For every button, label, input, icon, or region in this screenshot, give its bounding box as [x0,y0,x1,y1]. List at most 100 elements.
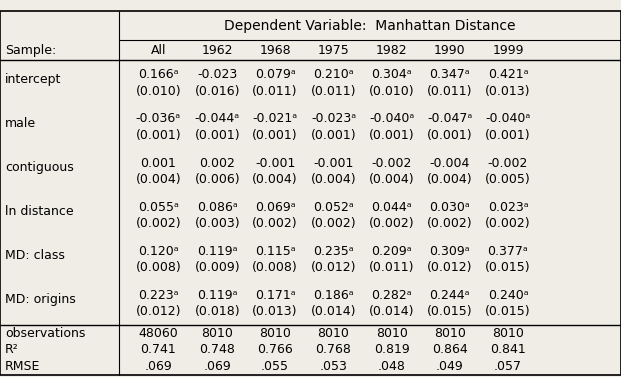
Text: 0.347ᵃ: 0.347ᵃ [429,68,470,81]
Text: R²: R² [5,343,19,356]
Text: 0.052ᵃ: 0.052ᵃ [313,201,354,214]
Text: -0.001: -0.001 [255,156,296,170]
Text: -0.040ᵃ: -0.040ᵃ [486,112,530,126]
Text: .057: .057 [494,360,522,373]
Text: (0.003): (0.003) [194,217,240,230]
Text: 0.377ᵃ: 0.377ᵃ [487,245,528,258]
Text: (0.001): (0.001) [194,129,240,142]
Text: 0.768: 0.768 [315,343,351,356]
Text: 0.119ᵃ: 0.119ᵃ [197,245,238,258]
Text: (0.009): (0.009) [194,261,240,274]
Text: 0.166ᵃ: 0.166ᵃ [138,68,179,81]
Text: 0.086ᵃ: 0.086ᵃ [197,201,238,214]
Text: 0.069ᵃ: 0.069ᵃ [255,201,296,214]
Text: (0.006): (0.006) [194,173,240,186]
Text: Sample:: Sample: [5,44,57,57]
Text: 1975: 1975 [317,44,350,57]
Text: 0.309ᵃ: 0.309ᵃ [429,245,470,258]
Text: (0.011): (0.011) [427,85,473,98]
Text: (0.013): (0.013) [252,305,298,318]
Text: 0.079ᵃ: 0.079ᵃ [255,68,296,81]
Text: 0.282ᵃ: 0.282ᵃ [371,289,412,302]
Text: (0.015): (0.015) [427,305,473,318]
Text: -0.002: -0.002 [371,156,412,170]
Text: 0.186ᵃ: 0.186ᵃ [313,289,354,302]
Text: (0.001): (0.001) [369,129,415,142]
Text: contiguous: contiguous [5,161,74,174]
Text: (0.002): (0.002) [310,217,356,230]
Text: (0.002): (0.002) [485,217,531,230]
Text: 0.864: 0.864 [432,343,468,356]
Text: 0.030ᵃ: 0.030ᵃ [429,201,470,214]
Text: 1982: 1982 [376,44,407,57]
Text: (0.010): (0.010) [135,85,181,98]
Text: 8010: 8010 [376,327,408,340]
Text: (0.005): (0.005) [485,173,531,186]
Text: 0.119ᵃ: 0.119ᵃ [197,289,238,302]
Text: (0.001): (0.001) [427,129,473,142]
Text: (0.002): (0.002) [135,217,181,230]
Text: .069: .069 [204,360,231,373]
Text: 0.819: 0.819 [374,343,410,356]
Text: 1962: 1962 [202,44,233,57]
Text: 0.421ᵃ: 0.421ᵃ [487,68,528,81]
Text: (0.013): (0.013) [485,85,531,98]
Text: (0.012): (0.012) [310,261,356,274]
Text: .049: .049 [436,360,463,373]
Text: Dependent Variable:  Manhattan Distance: Dependent Variable: Manhattan Distance [224,18,516,33]
Text: male: male [5,117,36,130]
Text: 1999: 1999 [492,44,524,57]
Text: 8010: 8010 [492,327,524,340]
Text: -0.044ᵃ: -0.044ᵃ [195,112,240,126]
Text: 8010: 8010 [259,327,291,340]
Text: -0.021ᵃ: -0.021ᵃ [253,112,297,126]
Text: (0.001): (0.001) [485,129,531,142]
Text: 0.741: 0.741 [140,343,176,356]
Text: -0.036ᵃ: -0.036ᵃ [136,112,181,126]
Text: 0.023ᵃ: 0.023ᵃ [487,201,528,214]
Text: 0.235ᵃ: 0.235ᵃ [313,245,354,258]
Text: 0.841: 0.841 [490,343,526,356]
Text: (0.012): (0.012) [427,261,473,274]
Text: .055: .055 [261,360,289,373]
Text: -0.002: -0.002 [487,156,528,170]
Text: (0.012): (0.012) [135,305,181,318]
Text: 0.002: 0.002 [199,156,235,170]
Text: 0.001: 0.001 [140,156,176,170]
Text: (0.010): (0.010) [369,85,415,98]
Text: (0.015): (0.015) [485,305,531,318]
Text: (0.002): (0.002) [252,217,298,230]
Text: .048: .048 [378,360,406,373]
Text: (0.016): (0.016) [194,85,240,98]
Text: 8010: 8010 [201,327,233,340]
Text: (0.004): (0.004) [252,173,298,186]
Text: All: All [151,44,166,57]
Text: (0.011): (0.011) [252,85,298,98]
Text: (0.011): (0.011) [310,85,356,98]
Text: 48060: 48060 [138,327,178,340]
Text: MD: origins: MD: origins [5,293,76,306]
Text: 8010: 8010 [433,327,466,340]
Text: (0.015): (0.015) [485,261,531,274]
Text: 0.171ᵃ: 0.171ᵃ [255,289,296,302]
Text: (0.004): (0.004) [310,173,356,186]
Text: 0.240ᵃ: 0.240ᵃ [487,289,528,302]
Text: -0.023ᵃ: -0.023ᵃ [311,112,356,126]
Text: 0.766: 0.766 [257,343,293,356]
Text: -0.001: -0.001 [313,156,354,170]
Text: (0.004): (0.004) [369,173,415,186]
Text: observations: observations [5,327,85,340]
Text: (0.018): (0.018) [194,305,240,318]
Text: ln distance: ln distance [5,205,74,218]
Text: 0.244ᵃ: 0.244ᵃ [429,289,470,302]
Text: (0.002): (0.002) [427,217,473,230]
Text: -0.023: -0.023 [197,68,237,81]
Text: 1968: 1968 [260,44,291,57]
Text: intercept: intercept [5,73,61,86]
Text: 0.209ᵃ: 0.209ᵃ [371,245,412,258]
Text: (0.014): (0.014) [369,305,415,318]
Text: -0.004: -0.004 [429,156,470,170]
Text: 0.304ᵃ: 0.304ᵃ [371,68,412,81]
Text: (0.008): (0.008) [252,261,298,274]
Text: (0.001): (0.001) [252,129,298,142]
